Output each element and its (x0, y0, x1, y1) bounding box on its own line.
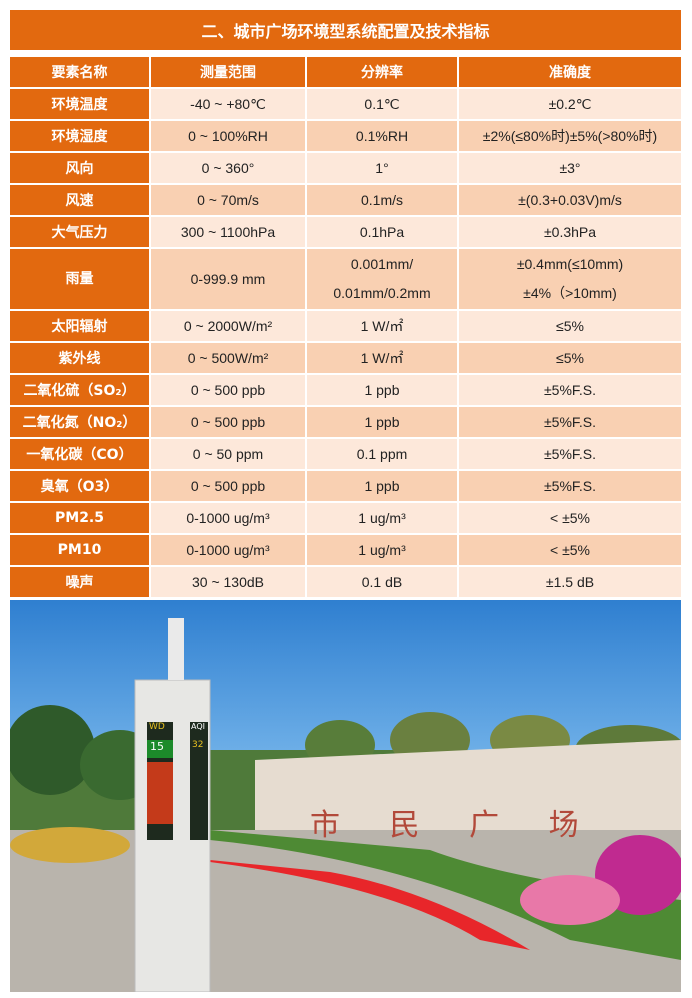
cell-accuracy: ±3° (457, 151, 681, 184)
cell-element-name: 臭氧（O3） (10, 469, 150, 502)
display-left-value: 15 (150, 740, 164, 753)
cell-resolution: 0.1%RH (305, 119, 458, 152)
display-right-value: 32 (192, 740, 204, 750)
cell-accuracy: ±5%F.S. (457, 469, 681, 502)
cell-resolution: 0.1 ppm (305, 437, 458, 470)
table-header-row: 要素名称 测量范围 分辨率 准确度 (10, 55, 681, 88)
cell-accuracy: ±5%F.S. (457, 373, 681, 406)
section-title: 二、城市广场环境型系统配置及技术指标 (10, 10, 681, 50)
cell-accuracy: ±5%F.S. (457, 437, 681, 470)
cell-accuracy: ±0.3hPa (457, 215, 681, 248)
table-row: PM2.5 0-1000 ug/m³ 1 ug/m³ < ±5% (10, 501, 681, 534)
cell-range: 0-1000 ug/m³ (149, 533, 306, 566)
cell-element-name: 噪声 (10, 565, 150, 597)
cell-range: 30 ~ 130dB (149, 565, 306, 597)
cell-range: 0-999.9 mm (149, 247, 306, 310)
cell-range: 0 ~ 500 ppb (149, 373, 306, 406)
wall-inscription: 市 民 广 场 (310, 808, 599, 843)
table-row: 大气压力 300 ~ 1100hPa 0.1hPa ±0.3hPa (10, 215, 681, 248)
cell-range: 0-1000 ug/m³ (149, 501, 306, 534)
cell-range: 0 ~ 100%RH (149, 119, 306, 152)
cell-resolution: 0.1m/s (305, 183, 458, 216)
cell-element-name: 风速 (10, 183, 150, 216)
table-row: 二氧化硫（SO₂） 0 ~ 500 ppb 1 ppb ±5%F.S. (10, 373, 681, 406)
spec-table: 要素名称 测量范围 分辨率 准确度 环境温度 -40 ~ +80℃ 0.1℃ ±0.2… (10, 55, 681, 597)
cell-element-name: 雨量 (10, 247, 150, 310)
cell-resolution: 1 ug/m³ (305, 501, 458, 534)
cell-element-name: 环境湿度 (10, 119, 150, 152)
cell-resolution: 1° (305, 151, 458, 184)
cell-range: 0 ~ 50 ppm (149, 437, 306, 470)
cell-resolution: 1 W/㎡ (305, 309, 458, 342)
cell-range: 0 ~ 360° (149, 151, 306, 184)
table-row: 臭氧（O3） 0 ~ 500 ppb 1 ppb ±5%F.S. (10, 469, 681, 502)
plaza-scene-image (10, 618, 681, 992)
cell-resolution: 1 ppb (305, 373, 458, 406)
cell-element-name: 二氧化氮（NO₂） (10, 405, 150, 438)
cell-accuracy: ≤5% (457, 309, 681, 342)
cell-range: 0 ~ 70m/s (149, 183, 306, 216)
cell-resolution: 1 ug/m³ (305, 533, 458, 566)
header-resolution: 分辨率 (305, 55, 458, 88)
table-row: 环境温度 -40 ~ +80℃ 0.1℃ ±0.2℃ (10, 87, 681, 120)
cell-range: 0 ~ 2000W/m² (149, 309, 306, 342)
cell-resolution: 0.1 dB (305, 565, 458, 597)
table-row: 环境湿度 0 ~ 100%RH 0.1%RH ±2%(≤80%时)±5%(>80%时) (10, 119, 681, 152)
table-row: PM10 0-1000 ug/m³ 1 ug/m³ < ±5% (10, 533, 681, 566)
cell-accuracy: ±0.2℃ (457, 87, 681, 120)
display-right-label: AQI (191, 722, 205, 731)
cell-accuracy: ≤5% (457, 341, 681, 374)
cell-accuracy: ±1.5 dB (457, 565, 681, 597)
plaza-photo: 市 民 广 场 WD 15 AQI 32 (10, 600, 681, 992)
cell-accuracy: ±2%(≤80%时)±5%(>80%时) (457, 119, 681, 152)
cell-range: 300 ~ 1100hPa (149, 215, 306, 248)
cell-element-name: 一氧化碳（CO） (10, 437, 150, 470)
cell-element-name: 大气压力 (10, 215, 150, 248)
cell-accuracy: < ±5% (457, 501, 681, 534)
table-row: 雨量 0-999.9 mm 0.001mm/ 0.01mm/0.2mm ±0.4mm(… (10, 247, 681, 310)
cell-resolution: 0.1℃ (305, 87, 458, 120)
table-row: 风速 0 ~ 70m/s 0.1m/s ±(0.3+0.03V)m/s (10, 183, 681, 216)
cell-element-name: 环境温度 (10, 87, 150, 120)
cell-element-name: 二氧化硫（SO₂） (10, 373, 150, 406)
cell-resolution: 0.1hPa (305, 215, 458, 248)
cell-range: 0 ~ 500 ppb (149, 405, 306, 438)
cell-resolution: 0.001mm/ 0.01mm/0.2mm (305, 247, 458, 310)
cell-element-name: 紫外线 (10, 341, 150, 374)
cell-range: 0 ~ 500 ppb (149, 469, 306, 502)
table-row: 噪声 30 ~ 130dB 0.1 dB ±1.5 dB (10, 565, 681, 597)
header-range: 测量范围 (149, 55, 306, 88)
cell-range: -40 ~ +80℃ (149, 87, 306, 120)
cell-accuracy: ±5%F.S. (457, 405, 681, 438)
cell-accuracy: ±0.4mm(≤10mm) ±4%（>10mm) (457, 247, 681, 310)
cell-element-name: 太阳辐射 (10, 309, 150, 342)
cell-accuracy: < ±5% (457, 533, 681, 566)
cell-element-name: PM2.5 (10, 501, 150, 534)
cell-element-name: PM10 (10, 533, 150, 566)
cell-resolution: 1 ppb (305, 405, 458, 438)
table-row: 风向 0 ~ 360° 1° ±3° (10, 151, 681, 184)
header-accuracy: 准确度 (457, 55, 681, 88)
table-row: 紫外线 0 ~ 500W/m² 1 W/㎡ ≤5% (10, 341, 681, 374)
cell-resolution: 1 W/㎡ (305, 341, 458, 374)
header-element: 要素名称 (10, 55, 150, 88)
table-row: 太阳辐射 0 ~ 2000W/m² 1 W/㎡ ≤5% (10, 309, 681, 342)
table-row: 二氧化氮（NO₂） 0 ~ 500 ppb 1 ppb ±5%F.S. (10, 405, 681, 438)
cell-accuracy: ±(0.3+0.03V)m/s (457, 183, 681, 216)
cell-resolution: 1 ppb (305, 469, 458, 502)
display-left-label: WD (149, 722, 165, 732)
table-row: 一氧化碳（CO） 0 ~ 50 ppm 0.1 ppm ±5%F.S. (10, 437, 681, 470)
cell-range: 0 ~ 500W/m² (149, 341, 306, 374)
cell-element-name: 风向 (10, 151, 150, 184)
